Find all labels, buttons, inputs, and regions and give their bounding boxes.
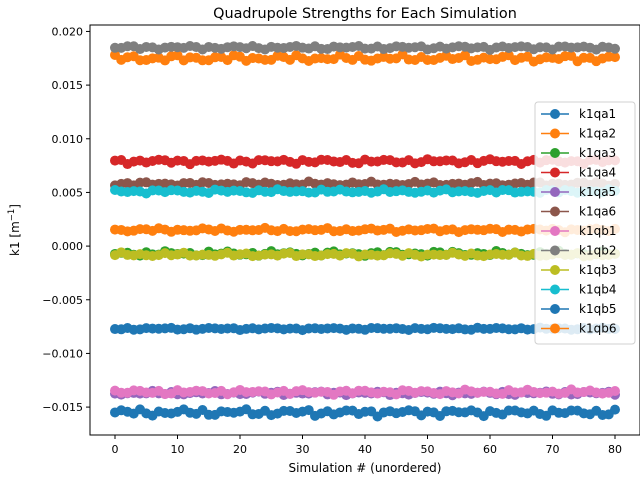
legend-label: k1qb1: [579, 224, 616, 238]
x-axis-label: Simulation # (unordered): [289, 461, 442, 475]
series-k1qb6: [110, 222, 620, 238]
legend-swatch-marker: [550, 226, 560, 236]
legend-swatch-marker: [550, 148, 560, 158]
legend-item-k1qb5: k1qb5: [541, 302, 616, 316]
legend-swatch-marker: [550, 109, 560, 119]
legend-label: k1qa6: [579, 205, 616, 219]
data-point-k1qa1: [610, 404, 620, 415]
y-tick-label: 0.015: [52, 79, 84, 92]
legend-label: k1qb2: [579, 244, 616, 258]
y-tick-label: 0.020: [52, 25, 84, 38]
legend-swatch-marker: [550, 167, 560, 178]
x-tick-label: 60: [483, 443, 497, 456]
legend-label: k1qb6: [579, 322, 616, 336]
legend-item-k1qb6: k1qb6: [541, 322, 616, 336]
legend-item-k1qa5: k1qa5: [541, 185, 616, 199]
legend-label: k1qa5: [579, 185, 616, 199]
y-tick-label: −0.015: [42, 401, 83, 414]
data-point-k1qb2: [610, 43, 620, 54]
legend: k1qa1 k1qa2 k1qa3 k1qa4 k1qa5 k1qa6 k1qb1 k1qb2…: [534, 101, 636, 345]
y-axis: −0.015 −0.010 −0.005 0.000 0.005 0.010 0.015 0.…: [42, 25, 90, 414]
y-tick-label: −0.005: [42, 294, 83, 307]
x-tick-label: 50: [421, 443, 435, 456]
y-tick-label: 0.000: [52, 240, 84, 253]
legend-swatch-marker: [550, 265, 560, 275]
x-tick-label: 20: [233, 443, 247, 456]
x-tick-label: 80: [608, 443, 622, 456]
legend-item-k1qb1: k1qb1: [541, 224, 616, 238]
legend-item-k1qa2: k1qa2: [541, 127, 616, 141]
legend-swatch-marker: [550, 206, 560, 217]
x-tick-label: 70: [546, 443, 560, 456]
y-tick-label: 0.005: [52, 186, 84, 199]
series-k1qa1: [110, 404, 620, 422]
legend-label: k1qa2: [579, 127, 616, 141]
series-k1qb2: [110, 40, 620, 55]
series-k1qb1: [110, 384, 620, 400]
legend-item-k1qa6: k1qa6: [541, 205, 616, 219]
legend-label: k1qb3: [579, 263, 616, 277]
y-tick-label: −0.010: [42, 347, 83, 360]
legend-label: k1qb4: [579, 283, 616, 297]
legend-label: k1qa1: [579, 107, 616, 121]
x-axis: 0 10 20 30 40 50 60 70 80: [112, 435, 622, 456]
x-tick-label: 40: [358, 443, 372, 456]
legend-item-k1qa3: k1qa3: [541, 146, 616, 160]
x-tick-label: 30: [296, 443, 310, 456]
legend-item-k1qb2: k1qb2: [541, 244, 616, 258]
x-tick-label: 0: [112, 443, 119, 456]
legend-item-k1qb3: k1qb3: [541, 263, 616, 277]
legend-swatch-marker: [550, 323, 560, 334]
legend-swatch-marker: [550, 304, 560, 314]
y-axis-label-exponent: −1: [7, 209, 17, 222]
legend-label: k1qb5: [579, 302, 616, 316]
legend-swatch-marker: [550, 245, 560, 256]
data-point-k1qa2: [610, 52, 620, 63]
legend-swatch-marker: [550, 128, 560, 139]
legend-item-k1qb4: k1qb4: [541, 283, 616, 297]
y-axis-label-main: k1 [m: [8, 221, 22, 256]
legend-item-k1qa4: k1qa4: [541, 166, 616, 180]
y-axis-label: k1 [m−1]: [7, 204, 22, 256]
y-tick-label: 0.010: [52, 133, 84, 146]
series-k1qa2: [110, 49, 620, 67]
y-axis-label-close: ]: [8, 204, 22, 209]
legend-label: k1qa4: [579, 166, 616, 180]
legend-label: k1qa3: [579, 146, 616, 160]
legend-swatch-marker: [550, 187, 560, 197]
x-tick-label: 10: [171, 443, 185, 456]
data-point-k1qb1: [610, 386, 620, 397]
chart-title: Quadrupole Strengths for Each Simulation: [213, 6, 517, 22]
legend-item-k1qa1: k1qa1: [541, 107, 616, 121]
legend-box: [534, 101, 636, 345]
legend-swatch-marker: [550, 284, 560, 295]
